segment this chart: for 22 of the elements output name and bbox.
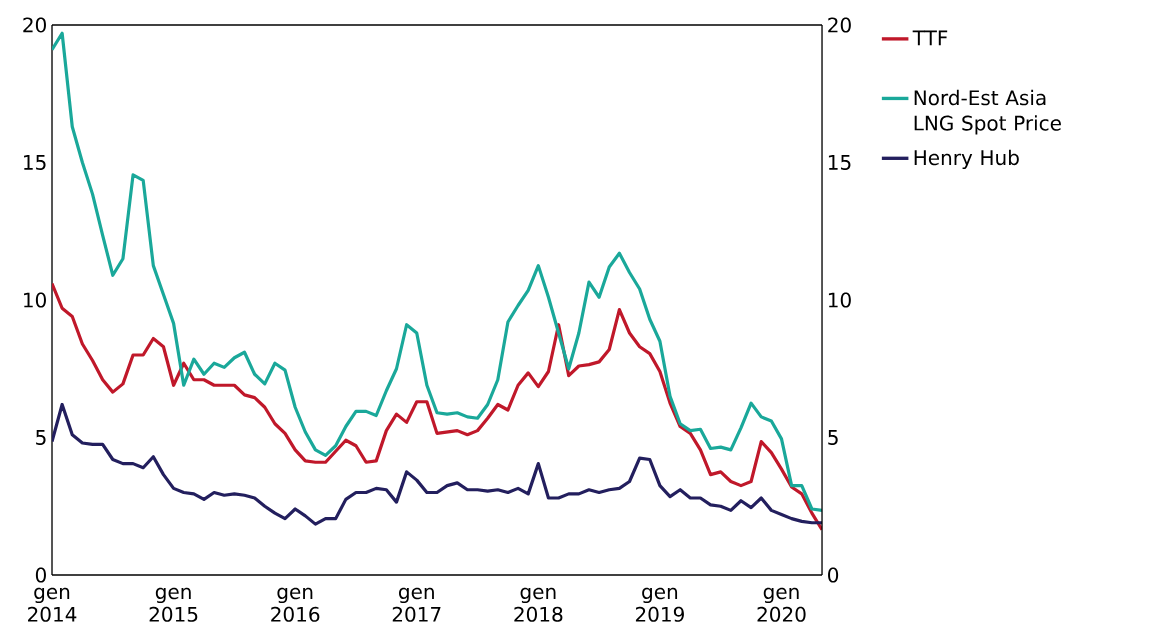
x-tick-label: gen 2015 bbox=[149, 587, 198, 622]
y-tick-label: 20 bbox=[23, 17, 46, 33]
y2-tick-label: 0 bbox=[828, 567, 839, 583]
y-tick-label: 10 bbox=[24, 292, 46, 308]
y-tick-label: 15 bbox=[24, 155, 46, 170]
y2-tick-label: 5 bbox=[828, 430, 838, 445]
y-tick-label: 5 bbox=[36, 430, 46, 445]
legend-label: Nord-Est Asia LNG Spot Price bbox=[914, 89, 1061, 135]
line-series bbox=[52, 31, 823, 512]
x-tick-label: gen 2016 bbox=[271, 587, 320, 622]
x-tick-label: gen 2019 bbox=[635, 587, 684, 622]
x-tick-label: gen 2014 bbox=[28, 587, 77, 622]
x-tick-label: gen 2018 bbox=[514, 587, 563, 622]
y2-tick-label: 15 bbox=[828, 155, 851, 170]
legend-label: Henry Hub bbox=[914, 149, 1019, 170]
line-series bbox=[52, 402, 823, 526]
y2-tick-label: 10 bbox=[828, 292, 851, 308]
x-tick-label: gen 2017 bbox=[392, 587, 441, 622]
y2-tick-label: 20 bbox=[828, 17, 851, 33]
legend-label: TTF bbox=[912, 30, 948, 46]
y-tick-label: 0 bbox=[35, 567, 46, 583]
x-tick-label: gen 2020 bbox=[757, 587, 806, 622]
